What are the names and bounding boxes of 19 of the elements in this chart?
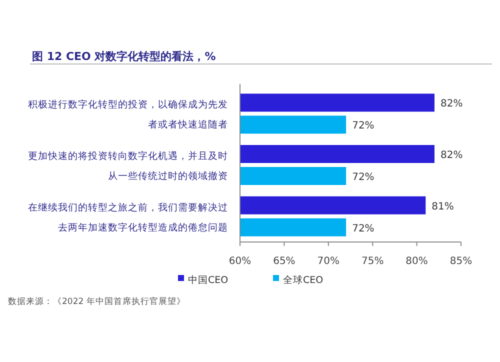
y-tick-label: 在继续我们的转型之旅之前，我们需要解决过去两年加速数字化转型造成的倦怠问题 [28, 201, 228, 234]
x-tick-label: 75% [361, 256, 384, 267]
data-label: 82% [440, 98, 463, 110]
x-tick-label: 65% [273, 256, 296, 267]
data-label: 72% [352, 120, 374, 132]
data-label: 72% [352, 172, 374, 183]
data-label: 81% [432, 201, 454, 212]
y-tick-label: 积极进行数字化转型的投资，以确保成为先发者或者快速追随者 [28, 98, 228, 131]
x-tick-label: 60% [228, 256, 252, 267]
source-note: 数据来源：《2022 年中国首席执行官展望》 [8, 296, 186, 307]
data-label: 72% [352, 223, 374, 234]
data-label: 82% [440, 150, 463, 161]
legend-label: 全球CEO [283, 274, 324, 286]
text: 图 12 CEO 对数字化转型的看法，% [32, 50, 216, 63]
legend-label: 中国CEO [188, 274, 228, 286]
x-tick-label: 85% [450, 256, 472, 267]
x-tick-label: 70% [317, 256, 340, 267]
x-tick-label: 80% [406, 256, 428, 267]
y-tick-label: 更加快速的将投资转向数字化机遇，并且及时从一些传统过时的领域撤资 [28, 150, 228, 182]
